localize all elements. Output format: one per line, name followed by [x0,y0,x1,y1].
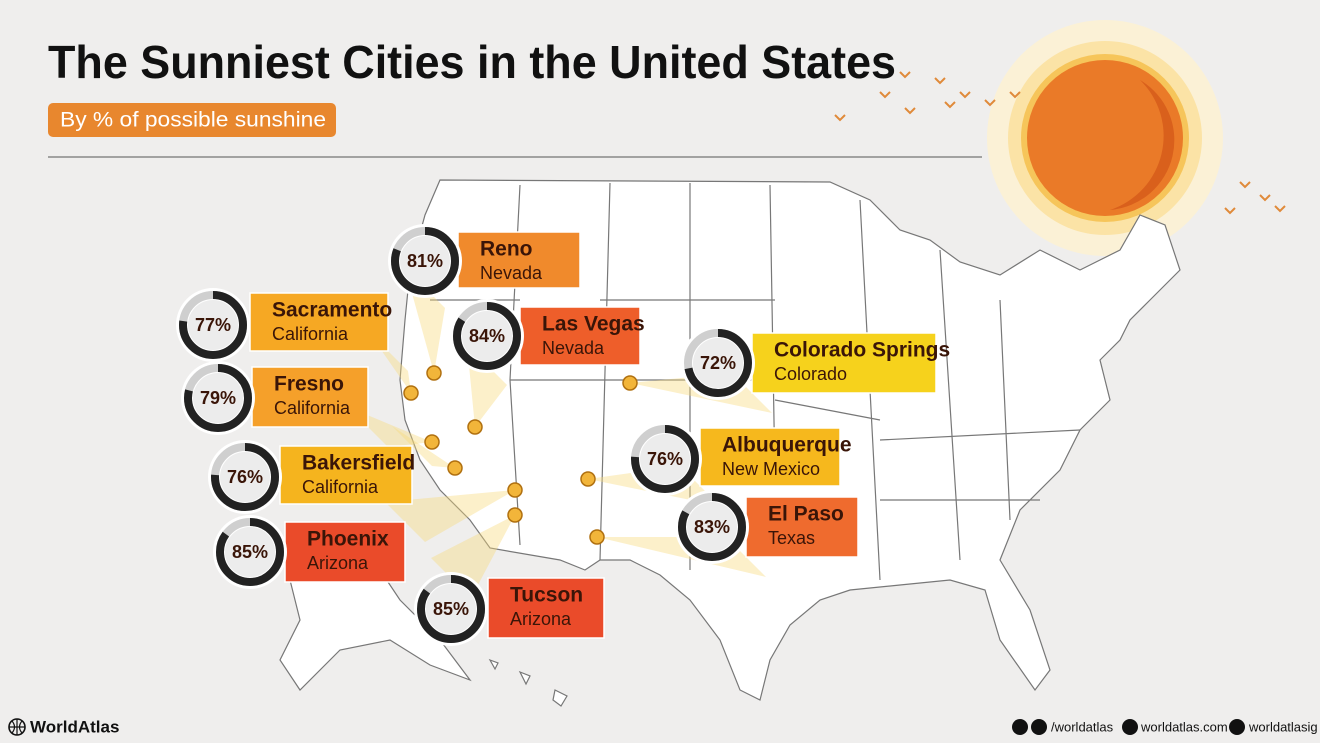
state-name: Nevada [480,263,543,283]
ring-inner [400,236,450,286]
city-name: Bakersfield [302,452,415,475]
ring-inner [687,502,737,552]
city-name: Colorado Springs [774,339,950,362]
city-dot [426,365,442,381]
label-box [751,332,937,394]
ring-value [678,493,746,561]
state-name: Arizona [307,553,369,573]
subtitle: By % of possible sunshine [60,109,326,132]
subtitle-box [48,103,336,137]
state-name: Arizona [510,609,572,629]
state-name: Texas [768,528,815,548]
state-name: California [274,398,351,418]
light-beam [385,490,515,542]
city-dot [467,419,483,435]
ring-value [179,291,247,359]
footer: WorldAtlas /worldatlas worldatlas.com wo… [8,717,1318,736]
label-box [457,231,581,289]
state-name: Colorado [774,364,847,384]
label-box [487,577,605,639]
light-beam [392,426,455,468]
ring-inner [220,452,270,502]
ring-value [417,575,485,643]
instagram-handle: worldatlasig [1248,719,1318,734]
percent-label: 84% [469,326,505,346]
city-name: Reno [480,238,533,261]
percent-label: 85% [433,599,469,619]
globe-lines [9,719,25,735]
instagram-icon [1229,719,1245,735]
label-box [251,366,369,428]
city-name: Sacramento [272,299,392,322]
city-dot [403,385,419,401]
ring-value [211,443,279,511]
label-box [279,445,413,505]
percent-label: 85% [232,542,268,562]
percent-label: 79% [200,388,236,408]
percent-label: 81% [407,251,443,271]
ring-inner [188,300,238,350]
ring-value [184,364,252,432]
percent-label: 76% [227,467,263,487]
ring-value [216,518,284,586]
ring-value [631,425,699,493]
city-name: Las Vegas [542,313,645,336]
ring-value [391,227,459,295]
city-dot [424,434,440,450]
city-name: Fresno [274,373,344,396]
state-name: California [302,477,379,497]
city-name: Albuquerque [722,434,852,457]
label-box [249,292,389,352]
city-name: El Paso [768,503,844,526]
state-name: California [272,324,349,344]
web-icon [1122,719,1138,735]
birds [834,71,1286,215]
city-dot [507,507,523,523]
city-dot [447,460,463,476]
facebook-icon [1031,719,1047,735]
percent-label: 77% [195,315,231,335]
youtube-icon [1012,719,1028,735]
city-dot [580,471,596,487]
ring-inner [462,311,512,361]
brand: WorldAtlas [30,717,119,736]
label-box [745,496,859,558]
ring-inner [193,373,243,423]
ring-inner [426,584,476,634]
percent-label: 72% [700,353,736,373]
ring-inner [225,527,275,577]
city-name: Tucson [510,584,583,607]
ring-inner [640,434,690,484]
facebook-handle: /worldatlas [1051,719,1114,734]
ring-value [453,302,521,370]
ring-inner [693,338,743,388]
website: worldatlas.com [1140,719,1228,734]
title: The Sunniest Cities in the United States [48,36,896,88]
percent-label: 76% [647,449,683,469]
state-name: Nevada [542,338,605,358]
city-dot [507,482,523,498]
city-name: Phoenix [307,528,389,551]
state-name: New Mexico [722,459,820,479]
city-dot [589,529,605,545]
ring-value [684,329,752,397]
percent-label: 83% [694,517,730,537]
light-beam [348,407,432,447]
label-box [519,306,641,366]
sun [987,20,1223,256]
city-dot [622,375,638,391]
